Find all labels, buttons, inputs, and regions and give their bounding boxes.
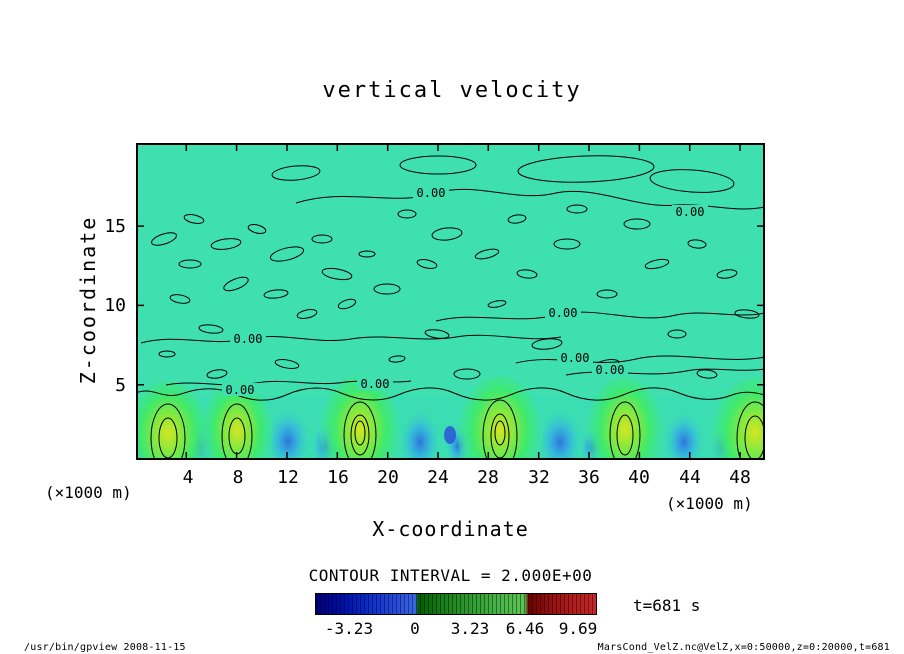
x-tick-label: 36 xyxy=(578,467,600,488)
x-tick-label: 20 xyxy=(377,467,399,488)
colorbar xyxy=(315,593,597,615)
x-tick-label: 16 xyxy=(327,467,349,488)
y-tick-label: 15 xyxy=(104,216,126,237)
x-tick-label: 8 xyxy=(232,467,244,488)
contour-label: 0.00 xyxy=(596,363,625,377)
chart-title: vertical velocity xyxy=(322,78,582,103)
colorbar-tick-label: -3.23 xyxy=(324,619,374,638)
x-tick-label: 32 xyxy=(528,467,550,488)
colorbar-tick-label: 9.69 xyxy=(558,619,598,638)
time-label: t=681 s xyxy=(633,596,701,615)
contour-interval-text: CONTOUR INTERVAL = 2.000E+00 xyxy=(308,566,593,585)
x-tick-label: 28 xyxy=(477,467,499,488)
contour-label: 0.00 xyxy=(361,377,390,391)
contour-label: 0.00 xyxy=(226,383,255,397)
contour-plot-canvas: 0.00 0.00 0.00 0.00 0.00 0.00 0.00 0.00 xyxy=(136,143,765,460)
y-tick-label: 5 xyxy=(115,375,126,396)
contour-label: 0.00 xyxy=(676,205,705,219)
x-tick-label: 40 xyxy=(628,467,650,488)
colorbar-tick-label: 3.23 xyxy=(450,619,490,638)
contour-label: 0.00 xyxy=(561,351,590,365)
footer-datasource: MarsCond_VelZ.nc@VelZ,x=0:50000,z=0:2000… xyxy=(597,642,890,653)
x-tick-label: 48 xyxy=(729,467,751,488)
contour-label: 0.00 xyxy=(234,332,263,346)
x-axis-label: X-coordinate xyxy=(372,517,529,541)
y-axis-unit: (×1000 m) xyxy=(45,483,132,502)
x-tick-label: 12 xyxy=(277,467,299,488)
x-tick-label: 4 xyxy=(182,467,194,488)
x-axis-ticks xyxy=(185,143,741,460)
contour-label: 0.00 xyxy=(549,306,578,320)
colorbar-tick-label: 0 xyxy=(410,619,420,638)
plot-area: 0.00 0.00 0.00 0.00 0.00 0.00 0.00 0.00 xyxy=(136,143,765,460)
footer-command: /usr/bin/gpview 2008-11-15 xyxy=(24,642,186,653)
x-tick-label: 44 xyxy=(679,467,701,488)
y-tick-label: 10 xyxy=(104,295,126,316)
plot-frame xyxy=(136,143,765,460)
contour-label: 0.00 xyxy=(417,186,446,200)
x-tick-label: 24 xyxy=(427,467,449,488)
y-axis-ticks xyxy=(136,225,765,386)
contour-labels: 0.00 0.00 0.00 0.00 0.00 0.00 0.00 0.00 xyxy=(222,186,708,397)
colorbar-tick-label: 6.46 xyxy=(505,619,545,638)
x-axis-unit: (×1000 m) xyxy=(666,494,753,513)
